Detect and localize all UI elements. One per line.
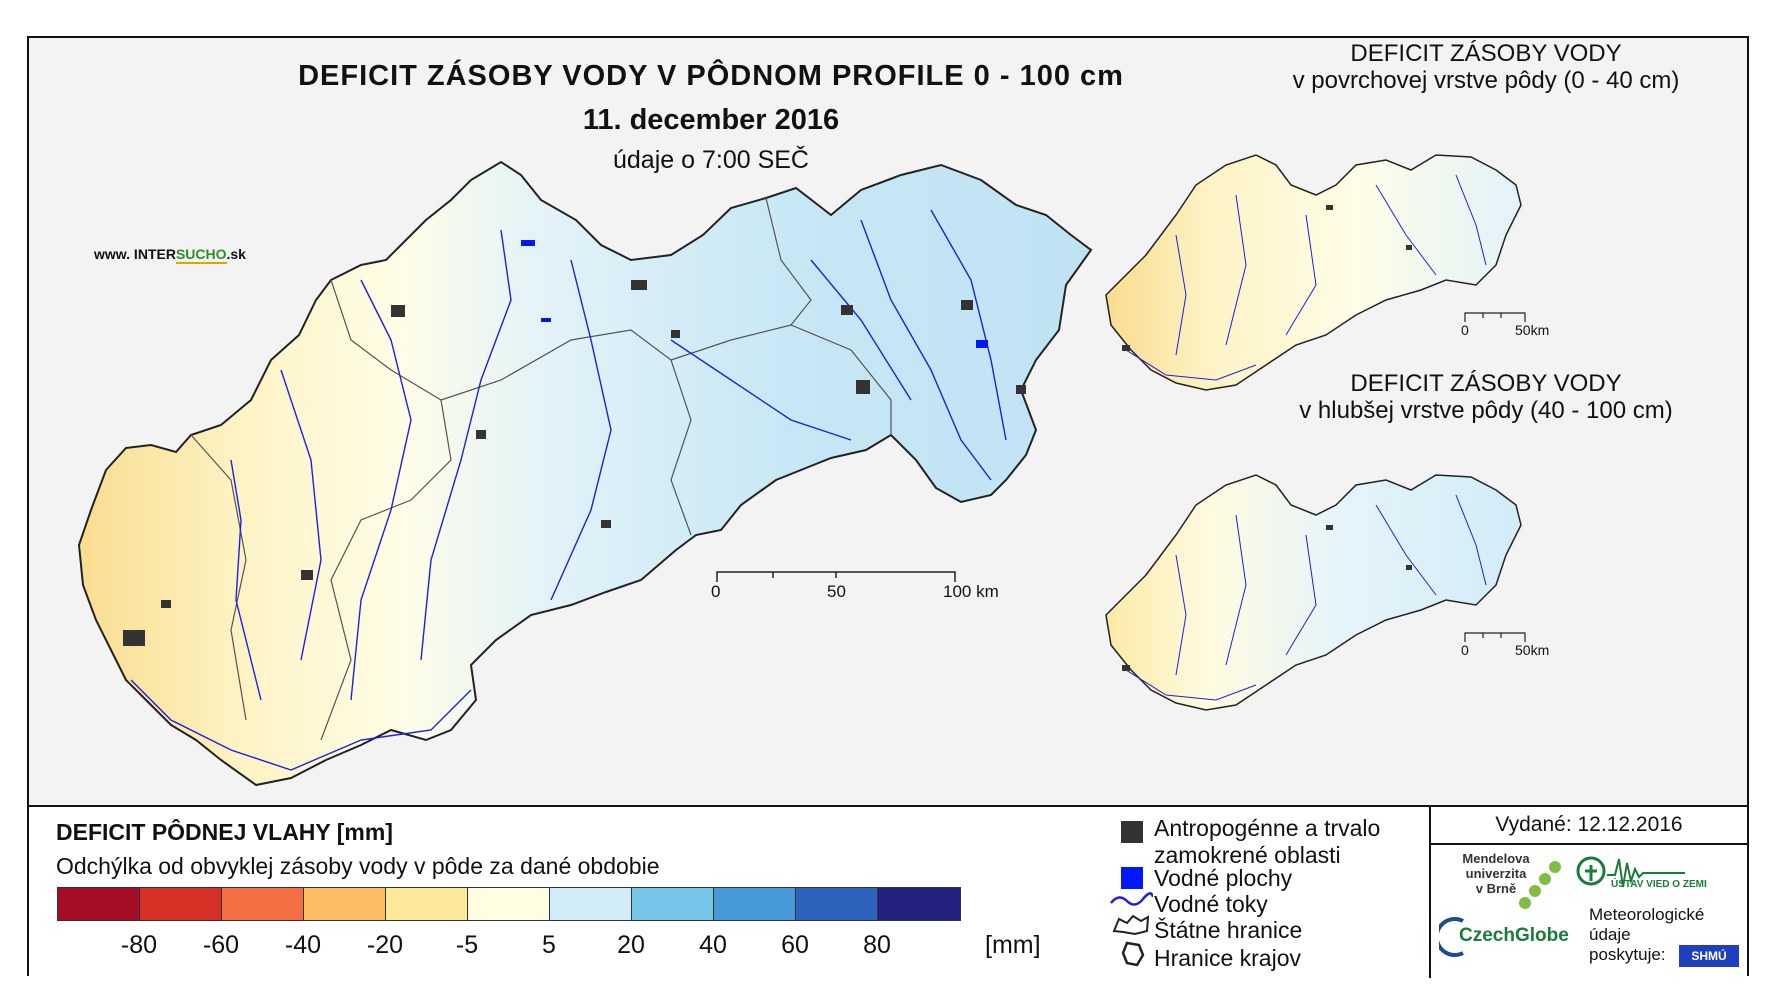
website-brand: SUCHO bbox=[175, 246, 227, 264]
inset-top-title-line1: DEFICIT ZÁSOBY VODY bbox=[1350, 40, 1622, 67]
urban-symbol bbox=[1121, 821, 1143, 843]
inset-bottom-title-line1: DEFICIT ZÁSOBY VODY bbox=[1350, 370, 1622, 397]
mendel-logo-text: Mendelova univerzita v Brně bbox=[1461, 851, 1531, 896]
issued-date: Vydané: 12.12.2016 bbox=[1431, 807, 1747, 845]
state-border-label: Štátne hranice bbox=[1154, 917, 1303, 943]
legend-tick: -80 bbox=[120, 931, 158, 959]
inset-bottom-map bbox=[1105, 474, 1522, 711]
inset-top-scale-0: 0 bbox=[1461, 322, 1469, 338]
water-label: Vodné plochy bbox=[1154, 865, 1293, 891]
color-box-9 bbox=[796, 888, 878, 920]
legend-title: DEFICIT PÔDNEJ VLAHY [mm] bbox=[56, 819, 393, 845]
color-box-8 bbox=[714, 888, 796, 920]
scale-label-0: 0 bbox=[711, 582, 721, 601]
inset-bottom-scale-bar bbox=[1464, 632, 1526, 642]
color-bar bbox=[57, 887, 961, 921]
mendel-line1: Mendelova bbox=[1462, 851, 1530, 866]
website-suffix: .sk bbox=[226, 246, 246, 262]
map-date: 11. december 2016 bbox=[582, 104, 840, 136]
map-time: údaje o 7:00 SEČ bbox=[613, 146, 809, 174]
legend-tick: 20 bbox=[617, 931, 645, 959]
meteo-line1: Meteorologické bbox=[1589, 905, 1705, 924]
state-border-symbol bbox=[1112, 914, 1150, 936]
main-map bbox=[77, 160, 1093, 787]
ustav-logo-icon bbox=[1576, 856, 1685, 888]
website-link[interactable]: www. INTERSUCHO.sk bbox=[94, 246, 246, 264]
meteo-credit: Meteorologické údaje poskytuje: bbox=[1589, 905, 1704, 965]
ustav-logo-text: ÚSTAV VIED O ZEMI bbox=[1611, 879, 1707, 890]
rivers bbox=[130, 209, 1007, 771]
water-symbol bbox=[1121, 867, 1143, 889]
urban-label-line1: Antropogénne a trvalo bbox=[1154, 815, 1381, 841]
mendel-line2: univerzita bbox=[1465, 866, 1527, 881]
map-title: DEFICIT ZÁSOBY VODY V PÔDNOM PROFILE 0 -… bbox=[298, 60, 1124, 92]
legend-tick: 60 bbox=[781, 931, 809, 959]
color-box-5 bbox=[468, 888, 550, 920]
map-frame: DEFICIT ZÁSOBY VODY V PÔDNOM PROFILE 0 -… bbox=[27, 36, 1749, 978]
color-box-0 bbox=[58, 888, 140, 920]
region-border-label: Hranice krajov bbox=[1154, 945, 1301, 971]
color-box-10 bbox=[878, 888, 960, 920]
czechglobe-icon bbox=[1439, 917, 1464, 957]
inset-top-title-line2: v povrchovej vrstve pôdy (0 - 40 cm) bbox=[1292, 67, 1680, 94]
inset-top-title: DEFICIT ZÁSOBY VODY v povrchovej vrstve … bbox=[1226, 40, 1746, 94]
czechglobe-logo: CzechGlobe bbox=[1459, 925, 1569, 946]
inset-bottom-title: DEFICIT ZÁSOBY VODY v hlubšej vrstve pôd… bbox=[1226, 370, 1746, 424]
scale-label-100: 100 km bbox=[943, 582, 999, 601]
legend-separator bbox=[1429, 807, 1431, 978]
inset-top-map bbox=[1105, 154, 1522, 391]
legend-area: DEFICIT PÔDNEJ VLAHY [mm] Odchýlka od ob… bbox=[29, 805, 1747, 978]
legend-tick: -5 bbox=[455, 931, 479, 959]
meteo-line3: poskytuje: bbox=[1589, 945, 1666, 964]
website-prefix: www. INTER bbox=[94, 246, 176, 262]
region-border-symbol bbox=[1121, 941, 1145, 967]
legend-tick: 5 bbox=[542, 931, 556, 959]
stream-symbol bbox=[1110, 892, 1153, 906]
inset-bottom-rivers bbox=[1125, 494, 1487, 701]
map-panel: DEFICIT ZÁSOBY VODY V PÔDNOM PROFILE 0 -… bbox=[31, 40, 1747, 804]
legend-tick: -60 bbox=[202, 931, 240, 959]
color-box-2 bbox=[222, 888, 304, 920]
color-box-7 bbox=[632, 888, 714, 920]
inset-bottom-scale-0: 0 bbox=[1461, 642, 1469, 658]
mendel-dots-icon bbox=[1519, 861, 1561, 909]
mendel-line3: v Brně bbox=[1475, 881, 1517, 896]
inset-bottom-scale-50: 50km bbox=[1515, 642, 1550, 658]
legend-subtitle: Odchýlka od obvyklej zásoby vody v pôde … bbox=[56, 853, 660, 879]
legend-unit: [mm] bbox=[985, 931, 1041, 959]
shmu-logo: SHMÚ bbox=[1679, 945, 1739, 967]
water-bodies bbox=[521, 240, 988, 348]
scale-label-50: 50 bbox=[827, 582, 846, 601]
inset-top-scale-50: 50km bbox=[1515, 322, 1550, 338]
stream-label: Vodné toky bbox=[1154, 891, 1268, 917]
legend-tick: 80 bbox=[863, 931, 891, 959]
meteo-line2: údaje bbox=[1589, 925, 1631, 944]
color-box-4 bbox=[386, 888, 468, 920]
inset-top-scale-bar bbox=[1464, 312, 1526, 322]
color-box-6 bbox=[550, 888, 632, 920]
urban-label-line2: zamokrené oblasti bbox=[1154, 842, 1341, 868]
region-borders bbox=[190, 197, 892, 741]
inset-bottom-title-line2: v hlubšej vrstve pôdy (40 - 100 cm) bbox=[1299, 397, 1673, 424]
urban-areas bbox=[123, 280, 1026, 646]
urban-label: Antropogénne a trvalo zamokrené oblasti bbox=[1154, 815, 1380, 869]
main-scale-bar bbox=[716, 571, 956, 582]
inset-top-rivers bbox=[1125, 174, 1487, 381]
legend-tick: -40 bbox=[284, 931, 322, 959]
legend-tick: -20 bbox=[366, 931, 404, 959]
color-box-1 bbox=[140, 888, 222, 920]
legend-tick: 40 bbox=[699, 931, 727, 959]
color-box-3 bbox=[304, 888, 386, 920]
